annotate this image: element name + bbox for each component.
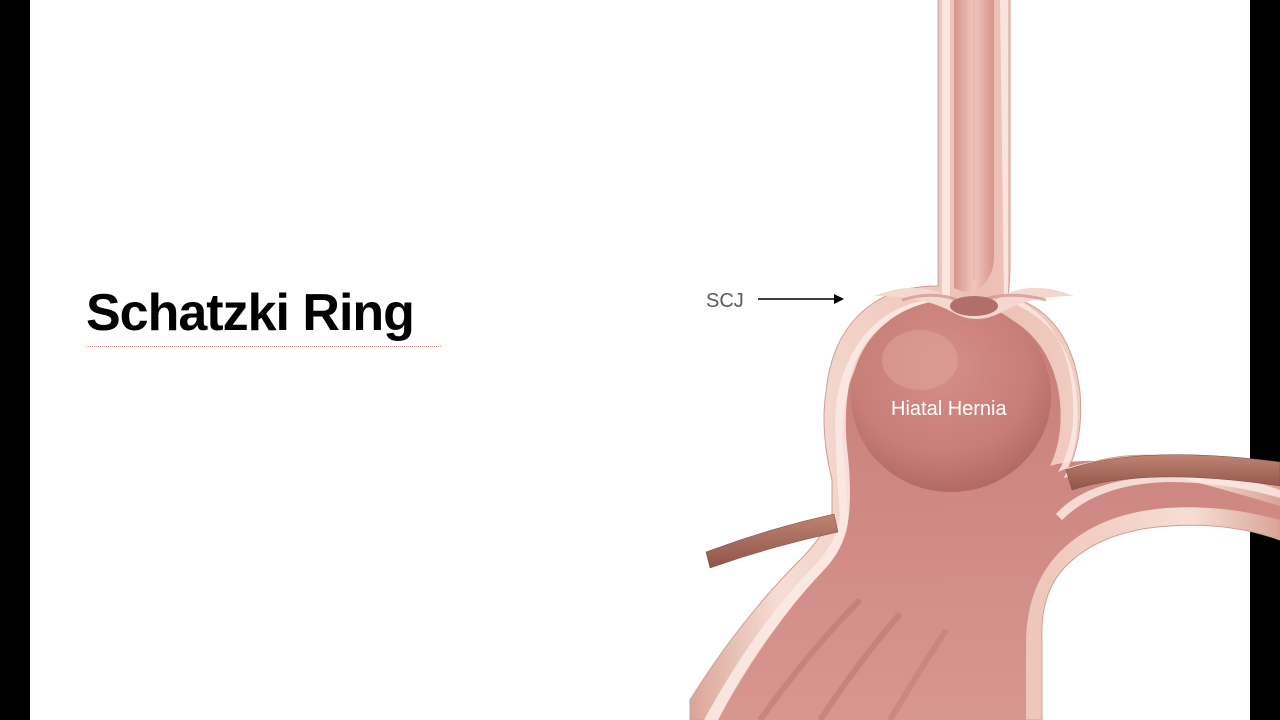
slide-title: Schatzki Ring bbox=[86, 283, 414, 343]
scj-arrow bbox=[756, 290, 846, 308]
hiatal-hernia-lumen bbox=[851, 300, 1051, 492]
anatomy-diagram bbox=[670, 0, 1280, 720]
label-scj: SCJ bbox=[706, 290, 744, 313]
slide-canvas: Schatzki Ring bbox=[30, 0, 1250, 720]
ring-opening bbox=[950, 296, 998, 316]
label-hiatal-hernia: Hiatal Hernia bbox=[891, 398, 1007, 421]
title-underline bbox=[86, 346, 441, 347]
hernia-highlight bbox=[882, 330, 958, 390]
